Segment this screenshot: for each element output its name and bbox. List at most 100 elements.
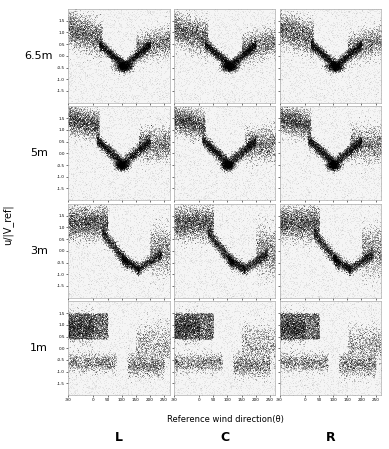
Point: [244, 351, 250, 358]
Point: [360, 361, 366, 368]
Point: [295, 308, 301, 316]
Point: [175, 130, 181, 137]
Point: [257, 253, 263, 260]
Point: [157, 249, 163, 256]
Point: [254, 32, 261, 40]
Point: [77, 216, 84, 223]
Point: [252, 136, 258, 143]
Point: [241, 153, 247, 160]
Point: [72, 116, 78, 123]
Point: [171, 20, 177, 27]
Point: [343, 51, 349, 58]
Point: [75, 319, 82, 326]
Point: [143, 44, 149, 51]
Point: [285, 74, 291, 81]
Point: [128, 54, 134, 62]
Point: [139, 82, 145, 89]
Point: [231, 10, 238, 17]
Point: [350, 379, 357, 386]
Point: [277, 334, 283, 341]
Point: [109, 146, 115, 154]
Point: [235, 260, 242, 267]
Point: [185, 114, 191, 121]
Point: [321, 369, 327, 376]
Point: [192, 325, 198, 332]
Point: [75, 34, 81, 41]
Point: [207, 231, 214, 238]
Point: [340, 154, 347, 161]
Point: [354, 44, 360, 51]
Point: [71, 322, 77, 330]
Point: [165, 251, 172, 259]
Point: [78, 31, 84, 39]
Point: [188, 325, 194, 332]
Point: [198, 335, 204, 342]
Point: [210, 43, 217, 50]
Point: [125, 155, 131, 163]
Point: [134, 39, 140, 46]
Point: [240, 368, 246, 375]
Point: [242, 46, 248, 53]
Point: [294, 89, 300, 96]
Point: [96, 142, 102, 150]
Point: [242, 52, 248, 59]
Point: [265, 271, 271, 278]
Point: [315, 311, 321, 318]
Point: [296, 40, 302, 47]
Point: [369, 147, 375, 154]
Point: [221, 285, 227, 292]
Point: [130, 263, 136, 270]
Point: [214, 65, 221, 72]
Point: [330, 64, 336, 71]
Point: [312, 40, 318, 48]
Point: [179, 310, 186, 317]
Point: [124, 204, 130, 211]
Point: [147, 137, 154, 144]
Point: [158, 83, 164, 90]
Point: [239, 150, 245, 157]
Point: [98, 57, 105, 65]
Point: [74, 352, 80, 359]
Point: [166, 74, 173, 81]
Point: [76, 217, 82, 224]
Point: [312, 44, 318, 51]
Point: [304, 232, 310, 239]
Point: [97, 360, 103, 367]
Point: [329, 159, 336, 167]
Point: [121, 255, 127, 262]
Point: [191, 335, 198, 342]
Point: [364, 31, 371, 38]
Point: [180, 36, 186, 43]
Point: [337, 260, 343, 267]
Point: [166, 329, 173, 336]
Point: [251, 130, 257, 137]
Point: [253, 141, 259, 148]
Point: [228, 164, 234, 172]
Point: [258, 132, 265, 139]
Point: [326, 63, 332, 70]
Point: [293, 228, 299, 235]
Point: [133, 270, 139, 277]
Point: [307, 139, 313, 146]
Point: [103, 241, 109, 248]
Point: [335, 63, 341, 70]
Point: [197, 48, 203, 55]
Point: [91, 89, 98, 97]
Point: [308, 35, 314, 43]
Point: [187, 31, 193, 38]
Point: [173, 18, 179, 25]
Point: [345, 151, 351, 158]
Point: [295, 299, 301, 306]
Point: [321, 383, 327, 390]
Point: [300, 212, 307, 219]
Point: [182, 127, 188, 134]
Point: [375, 140, 381, 147]
Point: [156, 247, 163, 254]
Point: [355, 333, 361, 340]
Point: [353, 359, 359, 366]
Point: [226, 259, 233, 266]
Point: [256, 254, 263, 261]
Point: [123, 259, 129, 266]
Point: [150, 189, 156, 197]
Point: [151, 340, 158, 348]
